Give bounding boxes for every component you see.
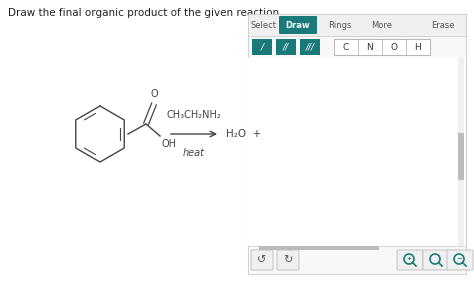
FancyBboxPatch shape: [251, 250, 273, 270]
Text: /: /: [261, 43, 264, 51]
FancyBboxPatch shape: [397, 250, 423, 270]
Text: O: O: [150, 89, 158, 99]
Text: ↺: ↺: [257, 255, 267, 265]
Text: Draw: Draw: [286, 20, 310, 29]
Text: ↻: ↻: [283, 255, 292, 265]
Text: //: //: [283, 43, 289, 51]
Text: Rings: Rings: [328, 20, 352, 29]
Text: More: More: [372, 20, 392, 29]
FancyBboxPatch shape: [279, 16, 317, 34]
Bar: [252, 39, 272, 55]
Text: Erase: Erase: [431, 20, 455, 29]
Bar: [248, 58, 466, 246]
Text: C: C: [343, 43, 349, 51]
FancyBboxPatch shape: [423, 250, 449, 270]
Bar: [259, 246, 379, 250]
Bar: [276, 39, 296, 55]
Bar: [248, 36, 466, 58]
Bar: [248, 14, 466, 36]
Bar: [458, 133, 464, 180]
Text: heat: heat: [183, 148, 205, 158]
Text: H: H: [415, 43, 421, 51]
Text: +: +: [406, 256, 411, 262]
Bar: [458, 58, 464, 246]
FancyBboxPatch shape: [447, 250, 473, 270]
Text: −: −: [456, 256, 462, 262]
Text: O: O: [391, 43, 398, 51]
FancyBboxPatch shape: [277, 250, 299, 270]
Text: Select: Select: [251, 20, 277, 29]
Bar: [334, 39, 430, 55]
Bar: [300, 39, 320, 55]
Bar: [248, 246, 466, 274]
Text: OH: OH: [162, 139, 177, 149]
Text: CH₃CH₂NH₂: CH₃CH₂NH₂: [167, 110, 221, 120]
Text: H₂O  +: H₂O +: [226, 129, 261, 139]
Text: ///: ///: [306, 43, 315, 51]
Bar: [248, 14, 466, 274]
Text: Draw the final organic product of the given reaction.: Draw the final organic product of the gi…: [8, 8, 283, 18]
Text: N: N: [366, 43, 374, 51]
